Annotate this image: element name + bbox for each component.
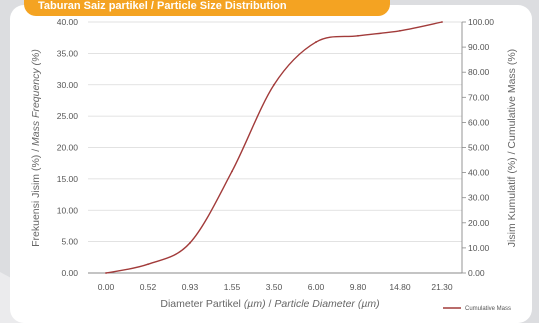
y-left-tick-label: 15.00: [57, 174, 79, 184]
legend-label: Cumulative Mass: [465, 306, 511, 312]
x-tick-label: 3.50: [266, 282, 283, 292]
y-right-tick-label: 10.00: [468, 243, 490, 253]
x-axis-label: Diameter Partikel (µm) / Particle Diamet…: [160, 298, 379, 310]
y-left-tick-label: 10.00: [57, 205, 79, 215]
banner-title: Taburan Saiz partikel / Particle Size Di…: [24, 0, 390, 16]
y-left-tick-label: 35.00: [57, 48, 79, 58]
y-left-tick-label: 0.00: [61, 268, 78, 278]
y-right-tick-label: 20.00: [468, 218, 490, 228]
y-right-tick-label: 100.00: [468, 17, 494, 27]
y-left-tick-label: 25.00: [57, 111, 79, 121]
y-left-tick-label: 30.00: [57, 80, 79, 90]
y-left-tick-label: 20.00: [57, 143, 79, 153]
y-right-tick-label: 70.00: [468, 92, 490, 102]
cumulative-mass-line: [105, 21, 443, 274]
y-axis-left-label: Frekuensi Jisim (%) / Mass Frequency (%): [30, 49, 42, 247]
y-right-tick-label: 60.00: [468, 117, 490, 127]
legend: Cumulative Mass: [443, 306, 511, 312]
y-right-tick-label: 40.00: [468, 168, 490, 178]
y-left-tick-label: 5.00: [61, 237, 78, 247]
chart-card: Taburan Saiz partikel / Particle Size Di…: [10, 0, 532, 323]
y-right-tick-label: 90.00: [468, 42, 490, 52]
x-tick-label: 21.30: [431, 282, 453, 292]
y-right-tick-label: 80.00: [468, 67, 490, 77]
x-tick-label: 9.80: [350, 282, 367, 292]
x-tick-label: 0.00: [98, 282, 115, 292]
gridlines: [88, 21, 462, 243]
y-left-tick-label: 40.00: [57, 17, 79, 27]
x-tick-label: 1.55: [224, 282, 241, 292]
y-right-tick-label: 50.00: [468, 143, 490, 153]
x-tick-label: 0.93: [182, 282, 199, 292]
y-right-tick-label: 0.00: [468, 268, 485, 278]
y-axis-right-label: Jisim Kumulatif (%) / Cumulative Mass (%…: [506, 49, 518, 247]
x-tick-label: 14.80: [389, 282, 411, 292]
x-tick-label: 0.52: [140, 282, 157, 292]
tick-labels: 0.00 5.00 10.00 15.00 20.00 25.00 30.00 35.00 40…: [57, 17, 495, 292]
x-tick-label: 6.00: [308, 282, 325, 292]
y-right-tick-label: 30.00: [468, 193, 490, 203]
